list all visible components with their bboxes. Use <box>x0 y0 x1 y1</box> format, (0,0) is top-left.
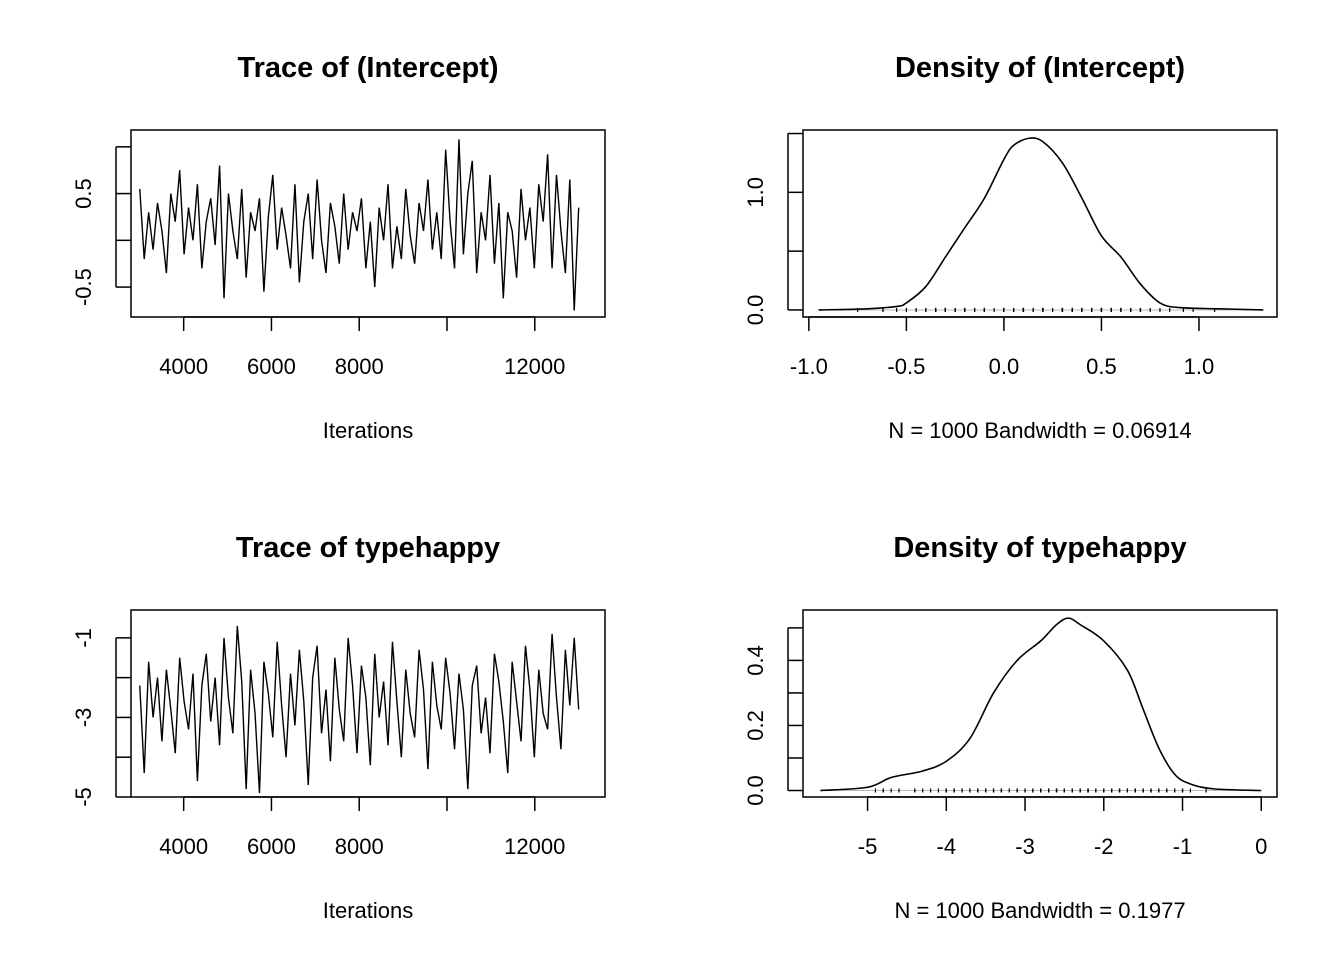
x-tick-label: -3 <box>1015 834 1035 859</box>
y-tick-label: 0.4 <box>743 645 768 676</box>
y-tick-label: 0.5 <box>71 178 96 209</box>
plot-frame <box>802 129 1278 318</box>
density-curve <box>820 617 1262 792</box>
x-axis-label: Iterations <box>323 418 414 443</box>
x-tick-label: 6000 <box>247 354 296 379</box>
x-tick-label: -5 <box>858 834 878 859</box>
y-tick-label: 0.0 <box>743 775 768 806</box>
y-tick-label: -1 <box>71 628 96 648</box>
panel-title: Density of typehappy <box>893 532 1186 564</box>
trace-line <box>139 625 580 794</box>
y-tick-label: -0.5 <box>71 268 96 306</box>
y-tick-label: 0.0 <box>743 295 768 326</box>
x-tick-label: 0.0 <box>989 354 1020 379</box>
density-curve <box>818 137 1264 311</box>
y-tick-label: 0.2 <box>743 710 768 741</box>
plot-frame <box>130 129 606 318</box>
x-tick-label: 6000 <box>247 834 296 859</box>
x-axis-label: Iterations <box>323 898 414 923</box>
x-tick-label: -2 <box>1094 834 1114 859</box>
x-tick-label: 0.5 <box>1086 354 1117 379</box>
panel-title: Trace of (Intercept) <box>237 52 498 84</box>
x-tick-label: 8000 <box>335 354 384 379</box>
panel-title: Trace of typehappy <box>236 532 500 564</box>
x-tick-label: -4 <box>937 834 957 859</box>
plot-frame <box>802 609 1278 798</box>
y-tick-label: -3 <box>71 708 96 728</box>
x-tick-label: 4000 <box>159 354 208 379</box>
x-tick-label: -1.0 <box>790 354 828 379</box>
trace-line <box>139 139 580 311</box>
x-tick-label: 0 <box>1255 834 1267 859</box>
plot-frame <box>130 609 606 798</box>
panel-title: Density of (Intercept) <box>895 52 1185 84</box>
x-tick-label: 4000 <box>159 834 208 859</box>
x-tick-label: -0.5 <box>887 354 925 379</box>
x-tick-label: 8000 <box>335 834 384 859</box>
x-tick-label: 1.0 <box>1184 354 1215 379</box>
x-tick-label: -1 <box>1173 834 1193 859</box>
y-tick-label: 1.0 <box>743 177 768 208</box>
x-tick-label: 12000 <box>504 354 565 379</box>
y-tick-label: -5 <box>71 787 96 807</box>
x-tick-label: 12000 <box>504 834 565 859</box>
x-axis-label: N = 1000 Bandwidth = 0.06914 <box>888 418 1191 443</box>
x-axis-label: N = 1000 Bandwidth = 0.1977 <box>894 898 1185 923</box>
